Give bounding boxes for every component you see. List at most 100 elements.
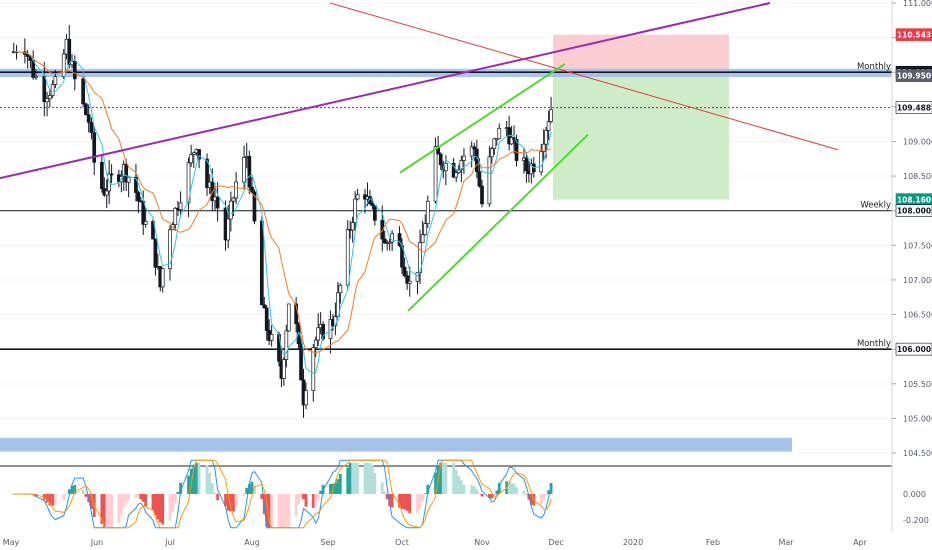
histogram-bar [144, 494, 148, 507]
histogram-bar [336, 479, 340, 494]
histogram-bar [492, 494, 496, 496]
candle-body [390, 233, 394, 243]
candle-body [345, 229, 350, 286]
candle-body [259, 220, 264, 306]
histogram-bar [371, 464, 374, 494]
histogram-bar [454, 469, 458, 494]
candle-body [136, 192, 141, 202]
histogram-bar [319, 490, 323, 494]
candle-body [284, 330, 289, 360]
take-profit-zone[interactable] [553, 75, 729, 200]
histogram-bar [316, 494, 320, 501]
slow-moving-average [13, 51, 552, 354]
histogram-bar [346, 467, 350, 494]
histogram-bar [158, 494, 162, 523]
histogram-bar [205, 465, 209, 494]
purple-trendline[interactable] [0, 2, 771, 180]
price-badge [895, 69, 932, 82]
candle-body [242, 157, 246, 183]
price-tick-label: 108.500 [903, 172, 932, 181]
candle-body [47, 95, 52, 99]
price-tick-label: 111.000 [903, 0, 932, 8]
time-tick-label: May [3, 538, 20, 547]
candle-body [492, 138, 497, 149]
candle-body [382, 238, 387, 244]
candle-body [311, 347, 316, 391]
histogram-bar [270, 494, 274, 528]
candle-body [86, 114, 91, 123]
histogram-bar [490, 494, 494, 499]
histogram-bar [226, 494, 230, 511]
histogram-bar [110, 494, 113, 528]
indicator-tick-label: 0.000 [903, 490, 926, 499]
histogram-bar [265, 494, 269, 527]
price-badge-label: 109.950 [897, 72, 931, 81]
price-badge-label: 108.000 [897, 207, 931, 216]
histogram-bar [529, 494, 533, 505]
candle-body [92, 132, 97, 163]
histogram-bar [213, 492, 217, 494]
candle-body [509, 137, 514, 145]
histogram-bar [294, 494, 298, 517]
histogram-bar [208, 472, 212, 494]
red-trendline[interactable] [329, 2, 839, 151]
histogram-bar [179, 482, 182, 494]
candle-body [425, 200, 430, 224]
histogram-bar [351, 462, 355, 494]
candle-body [42, 75, 47, 103]
histogram-bar [105, 494, 109, 528]
time-axis[interactable]: May Jun Jul Aug Sep Oct Nov Dec 2020 Feb Mar Apr [3, 538, 868, 547]
price-tick-label: 109.000 [903, 137, 932, 146]
candle-body [67, 38, 72, 66]
histogram-bar [70, 485, 74, 494]
histogram-bar [260, 494, 264, 500]
histogram-bar [242, 494, 246, 497]
histogram-bar [195, 462, 198, 494]
candle-body [539, 151, 544, 173]
candle-body [25, 54, 30, 58]
candle-body [487, 156, 492, 205]
channel-upper-line[interactable] [399, 63, 566, 174]
histogram-bar [234, 494, 238, 508]
candle-body [451, 162, 456, 178]
candle-body [299, 343, 303, 381]
histogram-bar [403, 494, 406, 510]
candle-body [45, 98, 49, 103]
histogram-bar [444, 462, 448, 494]
histogram-bar [510, 482, 513, 494]
candle-body [160, 268, 165, 288]
histogram-bar [197, 462, 201, 494]
candle-body [313, 339, 318, 348]
histogram-bar [338, 473, 342, 494]
histogram-bar [405, 494, 409, 511]
candle-body [402, 266, 407, 277]
histogram-bar [348, 462, 352, 494]
demand-zone-band[interactable] [0, 437, 792, 452]
histogram-bar [100, 494, 104, 524]
level-label: Monthly [857, 339, 891, 349]
histogram-bar [383, 491, 387, 494]
histogram-bar [51, 494, 55, 506]
histogram-bar [363, 462, 367, 494]
channel-lower-line[interactable] [407, 133, 589, 312]
histogram-bar [102, 494, 106, 528]
price-badge [895, 101, 932, 114]
histogram-bar [232, 494, 235, 512]
histogram-bar [90, 494, 93, 509]
candle-body [173, 207, 178, 226]
fast-moving-average [13, 51, 552, 374]
candle-body [546, 121, 551, 131]
price-badge [895, 204, 932, 217]
histogram-bar [151, 494, 155, 511]
candle-body [153, 238, 158, 268]
candle-body [197, 149, 201, 160]
histogram-bar [53, 494, 57, 506]
candle-body [350, 222, 355, 231]
histogram-bar [304, 494, 308, 507]
histogram-bar [245, 487, 249, 494]
candle-body [549, 109, 553, 123]
histogram-bar [334, 482, 337, 494]
indicator-axis[interactable]: 0.000 -0.200 [903, 490, 929, 525]
histogram-bar [408, 494, 412, 514]
